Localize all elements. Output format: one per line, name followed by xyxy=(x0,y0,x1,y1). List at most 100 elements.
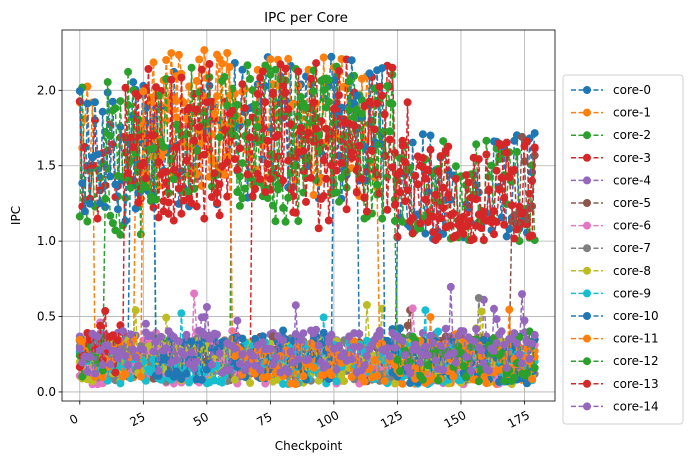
data-point xyxy=(474,294,483,302)
y-tick-label: 1.0 xyxy=(37,234,56,248)
data-point xyxy=(451,174,460,183)
y-tick-label: 0.5 xyxy=(37,310,56,324)
data-point xyxy=(134,198,143,207)
data-point xyxy=(490,346,498,355)
data-point xyxy=(515,202,524,211)
data-point xyxy=(500,220,509,229)
data-point xyxy=(518,290,526,299)
data-point xyxy=(429,212,437,221)
data-point xyxy=(462,352,471,361)
data-point xyxy=(512,339,521,348)
data-point xyxy=(230,375,239,384)
data-point xyxy=(474,155,483,164)
data-point xyxy=(360,377,369,386)
data-point xyxy=(248,192,257,201)
data-point xyxy=(398,217,407,226)
data-point xyxy=(355,141,364,150)
data-point xyxy=(202,303,211,311)
data-point xyxy=(459,327,468,336)
data-point xyxy=(294,67,303,76)
data-point xyxy=(449,349,458,358)
x-tick-label: 75 xyxy=(254,410,274,430)
data-point xyxy=(159,143,168,151)
data-point xyxy=(421,306,430,315)
legend-marker xyxy=(583,266,591,275)
data-point xyxy=(243,360,252,369)
data-point xyxy=(302,103,310,112)
data-point xyxy=(462,171,471,180)
data-point xyxy=(139,158,148,167)
data-point xyxy=(434,376,443,385)
data-point xyxy=(505,173,514,182)
data-point xyxy=(284,156,293,165)
data-point xyxy=(91,116,99,125)
data-point xyxy=(411,171,420,180)
plot-frame xyxy=(61,29,556,402)
y-tick-label: 2.0 xyxy=(37,83,56,97)
data-point xyxy=(200,46,209,55)
data-point xyxy=(375,326,384,335)
data-point xyxy=(185,103,194,112)
data-point xyxy=(340,377,349,386)
data-point xyxy=(149,144,158,153)
data-point xyxy=(152,337,160,346)
data-point xyxy=(78,358,87,367)
data-point xyxy=(439,183,448,192)
data-point xyxy=(101,194,110,203)
data-point xyxy=(378,91,387,100)
data-point xyxy=(462,222,471,231)
data-point xyxy=(390,200,399,209)
data-point xyxy=(230,344,239,353)
data-point xyxy=(530,331,539,340)
data-point xyxy=(454,342,463,351)
data-point xyxy=(268,88,277,97)
data-point xyxy=(375,82,384,91)
data-point xyxy=(451,231,460,240)
data-point xyxy=(121,352,130,361)
data-point xyxy=(261,188,270,196)
data-point xyxy=(459,212,468,221)
data-point xyxy=(169,165,178,174)
data-point xyxy=(307,173,315,182)
data-point xyxy=(241,184,249,193)
data-point xyxy=(207,130,216,139)
data-point xyxy=(238,159,247,168)
data-point xyxy=(177,375,186,383)
data-point xyxy=(177,209,186,218)
data-point xyxy=(238,350,247,358)
data-point xyxy=(357,175,366,183)
data-point xyxy=(490,230,498,239)
data-point xyxy=(479,207,488,216)
x-axis-label: Checkpoint xyxy=(275,439,343,453)
data-point xyxy=(309,87,318,96)
data-point xyxy=(98,107,107,116)
data-point xyxy=(202,365,211,374)
data-point xyxy=(207,182,216,191)
data-point xyxy=(190,364,199,372)
data-point xyxy=(154,213,163,222)
data-point xyxy=(332,166,341,175)
data-point xyxy=(266,70,275,79)
data-point xyxy=(309,98,318,107)
legend-marker xyxy=(583,199,591,207)
data-point xyxy=(434,233,443,241)
data-point xyxy=(449,209,458,218)
data-point xyxy=(365,97,374,106)
data-point xyxy=(258,332,267,341)
data-point xyxy=(98,360,107,369)
data-point xyxy=(106,211,115,220)
data-point xyxy=(296,92,305,101)
data-point xyxy=(507,201,516,210)
data-point xyxy=(235,172,244,181)
data-point xyxy=(398,337,407,346)
data-point xyxy=(223,192,232,201)
data-point xyxy=(235,201,244,210)
data-point xyxy=(385,135,394,144)
data-point xyxy=(121,217,130,225)
data-point xyxy=(299,372,308,381)
data-point xyxy=(116,97,125,106)
data-point xyxy=(347,355,356,364)
data-point xyxy=(75,212,84,221)
data-point xyxy=(284,193,293,202)
data-point xyxy=(322,103,331,112)
